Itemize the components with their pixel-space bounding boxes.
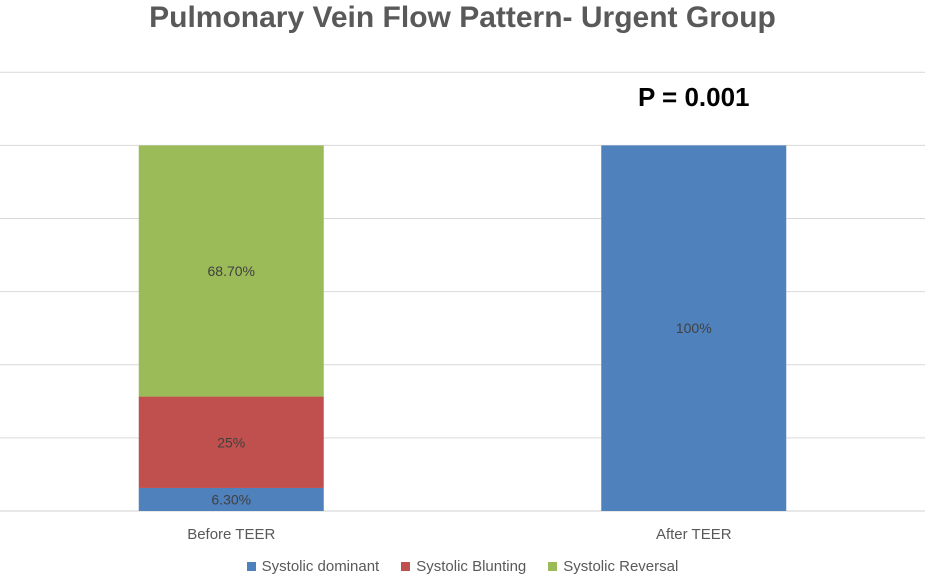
legend-swatch	[246, 562, 256, 571]
legend-item: Systolic Blunting	[401, 558, 526, 575]
data-label: 100%	[676, 320, 712, 336]
p-value-annotation: P = 0.001	[638, 82, 750, 112]
legend: Systolic dominant Systolic Blunting Systol…	[0, 558, 925, 575]
x-tick-label: Before TEER	[187, 526, 275, 543]
legend-item: Systolic Reversal	[548, 558, 678, 575]
data-label: 68.70%	[208, 263, 255, 279]
legend-label: Systolic dominant	[261, 558, 380, 575]
bars	[138, 145, 787, 511]
x-tick-label: After TEER	[656, 526, 732, 543]
data-label: 25%	[217, 434, 245, 450]
legend-swatch	[548, 562, 558, 571]
chart-title: Pulmonary Vein Flow Pattern- Urgent Grou…	[149, 1, 776, 34]
bar-segment	[138, 487, 324, 511]
x-tick-labels: Before TEER After TEER	[187, 526, 732, 543]
legend-swatch	[401, 562, 411, 571]
bar-segment	[138, 396, 324, 488]
bar-segment	[601, 145, 787, 511]
data-labels: 6.30% 25% 68.70% 100%	[208, 263, 712, 508]
legend-item: Systolic dominant	[246, 558, 380, 575]
bar-segment	[138, 145, 324, 397]
legend-label: Systolic Blunting	[416, 558, 527, 575]
data-label: 6.30%	[211, 491, 251, 507]
legend-label: Systolic Reversal	[563, 558, 679, 575]
